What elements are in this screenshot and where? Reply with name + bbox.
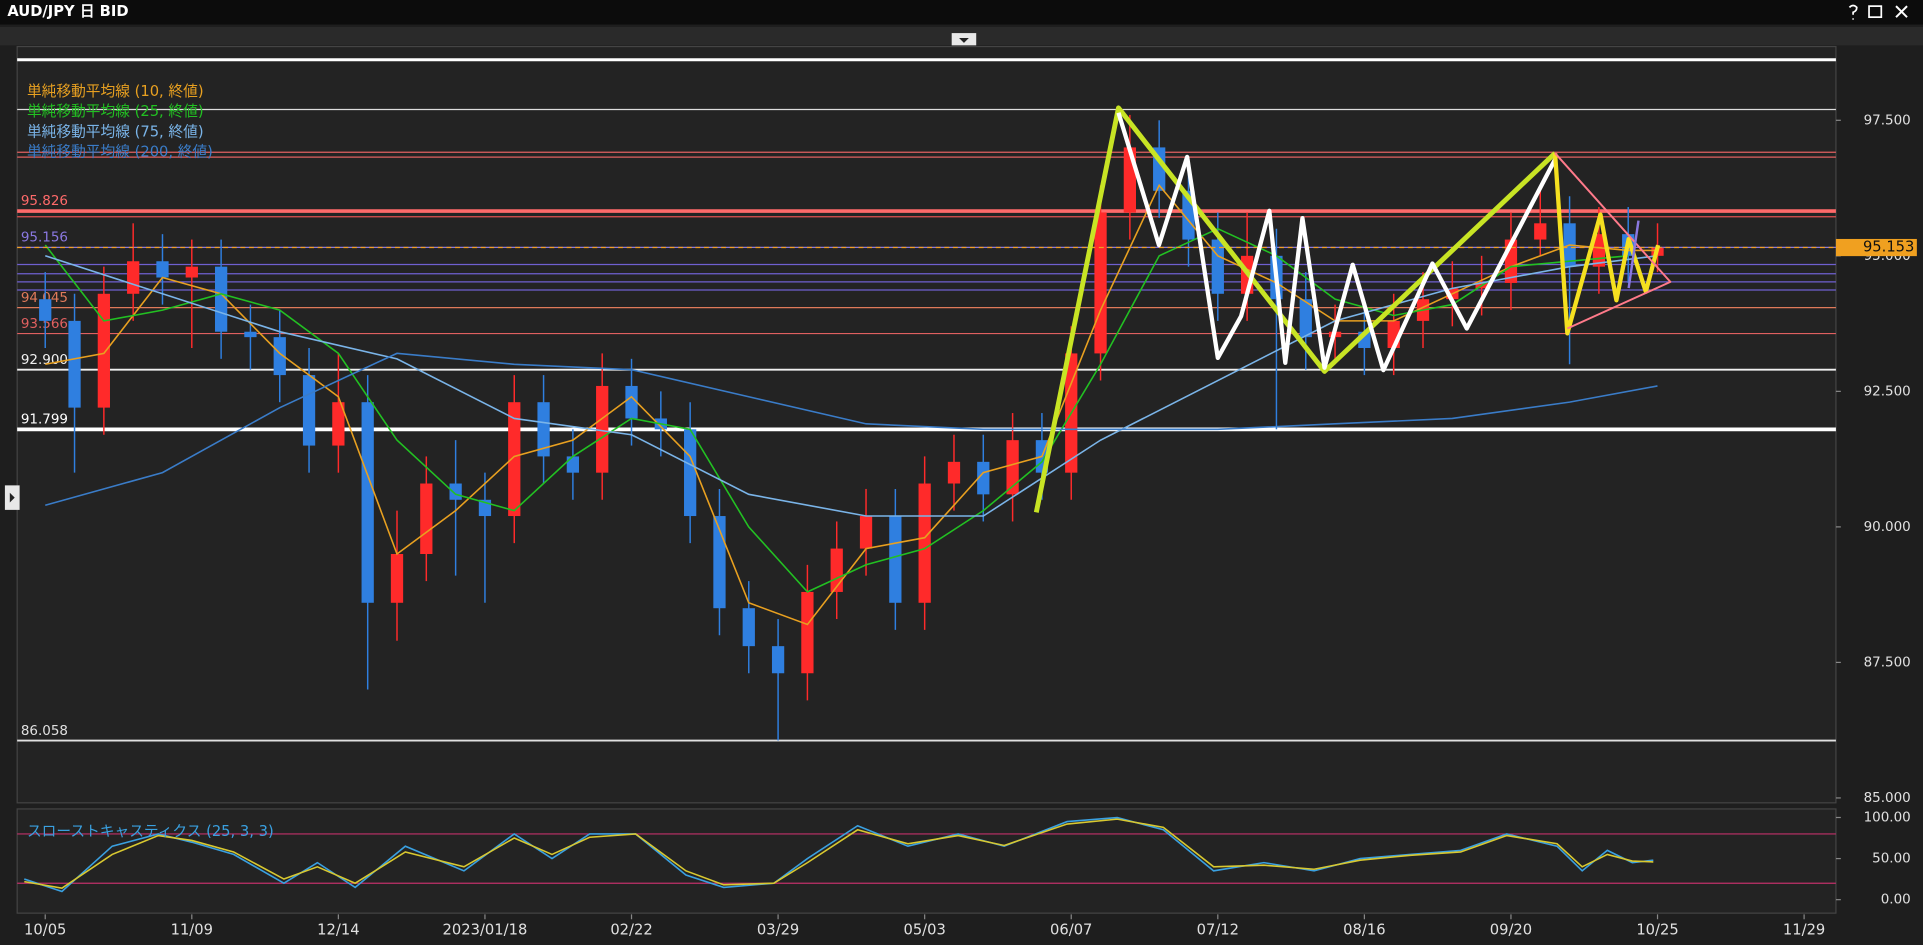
candle-body: [566, 456, 580, 473]
level-label: 93.566: [21, 316, 68, 332]
candle-body: [859, 516, 873, 549]
candle-body: [39, 299, 52, 321]
stochastic-line: [24, 816, 1654, 893]
y-tick-label: 85.000: [1864, 790, 1911, 806]
x-tick-label: 05/03: [903, 921, 945, 938]
candle-body: [508, 402, 521, 517]
legend: 単純移動平均線 (10, 終値) 単純移動平均線 (25, 終値) 単純移動平均線 …: [27, 83, 213, 161]
x-tick-label: 10/05: [24, 921, 66, 938]
candle-body: [156, 261, 169, 278]
candle-body: [332, 402, 345, 446]
y-tick-label: 50.00: [1872, 851, 1911, 867]
window-controls[interactable]: [1848, 4, 1908, 20]
candle-body: [244, 331, 257, 338]
x-tick-label: 07/12: [1197, 921, 1239, 938]
x-tick-label: 08/16: [1343, 921, 1385, 938]
candle-body: [127, 261, 140, 294]
candle-body: [1094, 212, 1107, 354]
level-label: 86.058: [21, 723, 68, 739]
y-tick-label: 0.00: [1881, 892, 1911, 908]
candle-body: [302, 375, 316, 446]
price-panel: [16, 45, 1837, 804]
x-tick-label: 12/14: [317, 921, 359, 938]
price-plot: 95.826 95.156 94.045 93.566 92.900 91.799 86.0…: [17, 58, 1917, 938]
candle-body: [801, 591, 814, 674]
y-tick-label: 97.500: [1864, 112, 1911, 128]
candle-body: [684, 429, 697, 517]
level-label: 91.799: [21, 412, 68, 428]
x-tick-label: 11/09: [171, 921, 213, 938]
candle-body: [537, 402, 550, 457]
last-price-label: 95.153: [1863, 239, 1914, 256]
candle-body: [361, 402, 374, 603]
close-icon[interactable]: [1895, 5, 1908, 18]
candle-body: [771, 646, 785, 674]
moving-average: [45, 352, 1658, 506]
zigzag-yellow: [1552, 153, 1661, 336]
candle-body: [214, 266, 228, 332]
dropdown-arrow: [959, 37, 969, 43]
legend-entry: 単純移動平均線 (75, 終値): [27, 123, 204, 140]
candle-body: [273, 337, 286, 376]
level-label: 95.826: [21, 193, 68, 209]
level-label: 95.156: [21, 230, 68, 246]
candle-body: [420, 483, 433, 554]
candle-body: [830, 548, 843, 592]
title-bar: [0, 0, 1923, 25]
zigzag-white: [1116, 112, 1557, 373]
candle-body: [625, 385, 638, 419]
stochastic-plot: 0.00 50.00 100.00 スローストキャスティクス (25, 3, 3): [17, 809, 1911, 908]
x-tick-label: 11/29: [1783, 921, 1825, 938]
legend-entry: 単純移動平均線 (25, 終値): [27, 103, 204, 120]
legend-entry: 単純移動平均線 (200, 終値): [27, 144, 213, 161]
last-price-tag: [1835, 238, 1917, 257]
y-tick-label: 90.000: [1864, 519, 1911, 535]
zigzag-green: [1033, 105, 1557, 513]
window-title: AUD/JPY 日 BID: [7, 3, 128, 20]
purple-trend: [1627, 220, 1640, 289]
level-label: 94.045: [21, 290, 68, 306]
candle-body: [1006, 440, 1019, 495]
trend-drawings: [1033, 105, 1672, 513]
x-tick-label: 03/29: [757, 921, 799, 938]
candle-body: [185, 266, 198, 278]
candle-body: [449, 483, 462, 500]
x-tick-label: 2023/01/18: [443, 921, 528, 938]
candle-body: [1299, 299, 1312, 338]
candle-body: [977, 461, 990, 495]
moving-average: [45, 255, 1658, 517]
side-toggle-arrow: [9, 492, 15, 503]
maximize-icon[interactable]: [1868, 5, 1883, 19]
candle-body: [947, 461, 961, 484]
panel-title: スローストキャスティクス (25, 3, 3): [27, 823, 274, 840]
stochastic-line: [24, 818, 1654, 889]
y-tick-label: 92.500: [1864, 383, 1911, 399]
candle-body: [97, 293, 110, 408]
candle-body: [889, 516, 902, 603]
candle-body: [68, 320, 81, 408]
triangle-pattern: [1554, 152, 1672, 330]
x-tick-label: 09/20: [1490, 921, 1532, 938]
legend-entry: 単純移動平均線 (10, 終値): [27, 83, 204, 100]
y-tick-label: 100.00: [1864, 809, 1911, 825]
candle-body: [918, 483, 931, 603]
candle-body: [1534, 223, 1547, 240]
x-tick-label: 06/07: [1050, 921, 1092, 938]
candle-body: [742, 608, 755, 647]
stochastic-panel: [16, 808, 1837, 914]
y-tick-label: 87.500: [1864, 654, 1911, 670]
level-label: 92.900: [21, 352, 68, 368]
candle-body: [596, 385, 609, 473]
x-tick-label: 02/22: [610, 921, 652, 938]
candle-body: [390, 553, 404, 603]
x-tick-label: 10/25: [1636, 921, 1678, 938]
help-icon[interactable]: [1848, 4, 1858, 20]
